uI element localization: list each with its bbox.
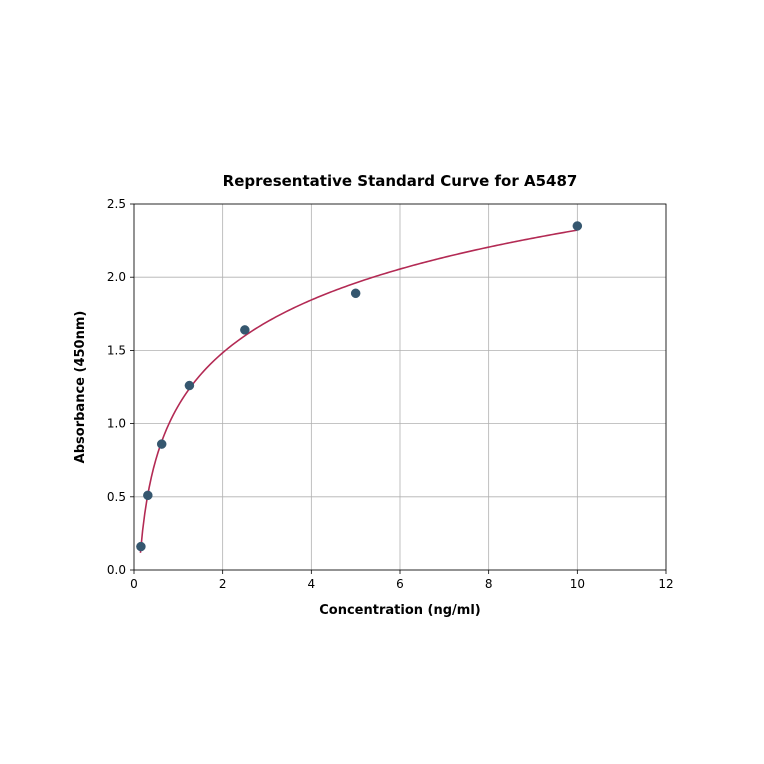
- x-tick-label: 2: [219, 577, 227, 591]
- chart-title: Representative Standard Curve for A5487: [223, 172, 578, 190]
- data-point: [136, 542, 145, 551]
- data-point: [573, 221, 582, 230]
- chart-container: 0 2 4 6 8 10 12 0.0 0.5 1.0 1.5 2.0 2.5 Concentration…: [0, 0, 764, 764]
- x-tick-label: 12: [658, 577, 673, 591]
- data-point: [157, 440, 166, 449]
- x-tick-label: 10: [570, 577, 585, 591]
- x-tick-label: 4: [308, 577, 316, 591]
- y-tick-label: 1.0: [107, 417, 126, 431]
- data-point: [143, 491, 152, 500]
- y-tick-label: 1.5: [107, 343, 126, 357]
- data-point: [351, 289, 360, 298]
- y-tick-label: 2.0: [107, 270, 126, 284]
- data-point: [240, 325, 249, 334]
- y-tick-label: 0.0: [107, 563, 126, 577]
- standard-curve-chart: 0 2 4 6 8 10 12 0.0 0.5 1.0 1.5 2.0 2.5 Concentration…: [0, 0, 764, 764]
- y-tick-label: 0.5: [107, 490, 126, 504]
- y-tick-label: 2.5: [107, 197, 126, 211]
- x-tick-label: 0: [130, 577, 138, 591]
- x-tick-label: 8: [485, 577, 493, 591]
- x-tick-label: 6: [396, 577, 404, 591]
- y-axis-label: Absorbance (450nm): [73, 311, 88, 464]
- data-point: [185, 381, 194, 390]
- x-axis-label: Concentration (ng/ml): [319, 603, 480, 618]
